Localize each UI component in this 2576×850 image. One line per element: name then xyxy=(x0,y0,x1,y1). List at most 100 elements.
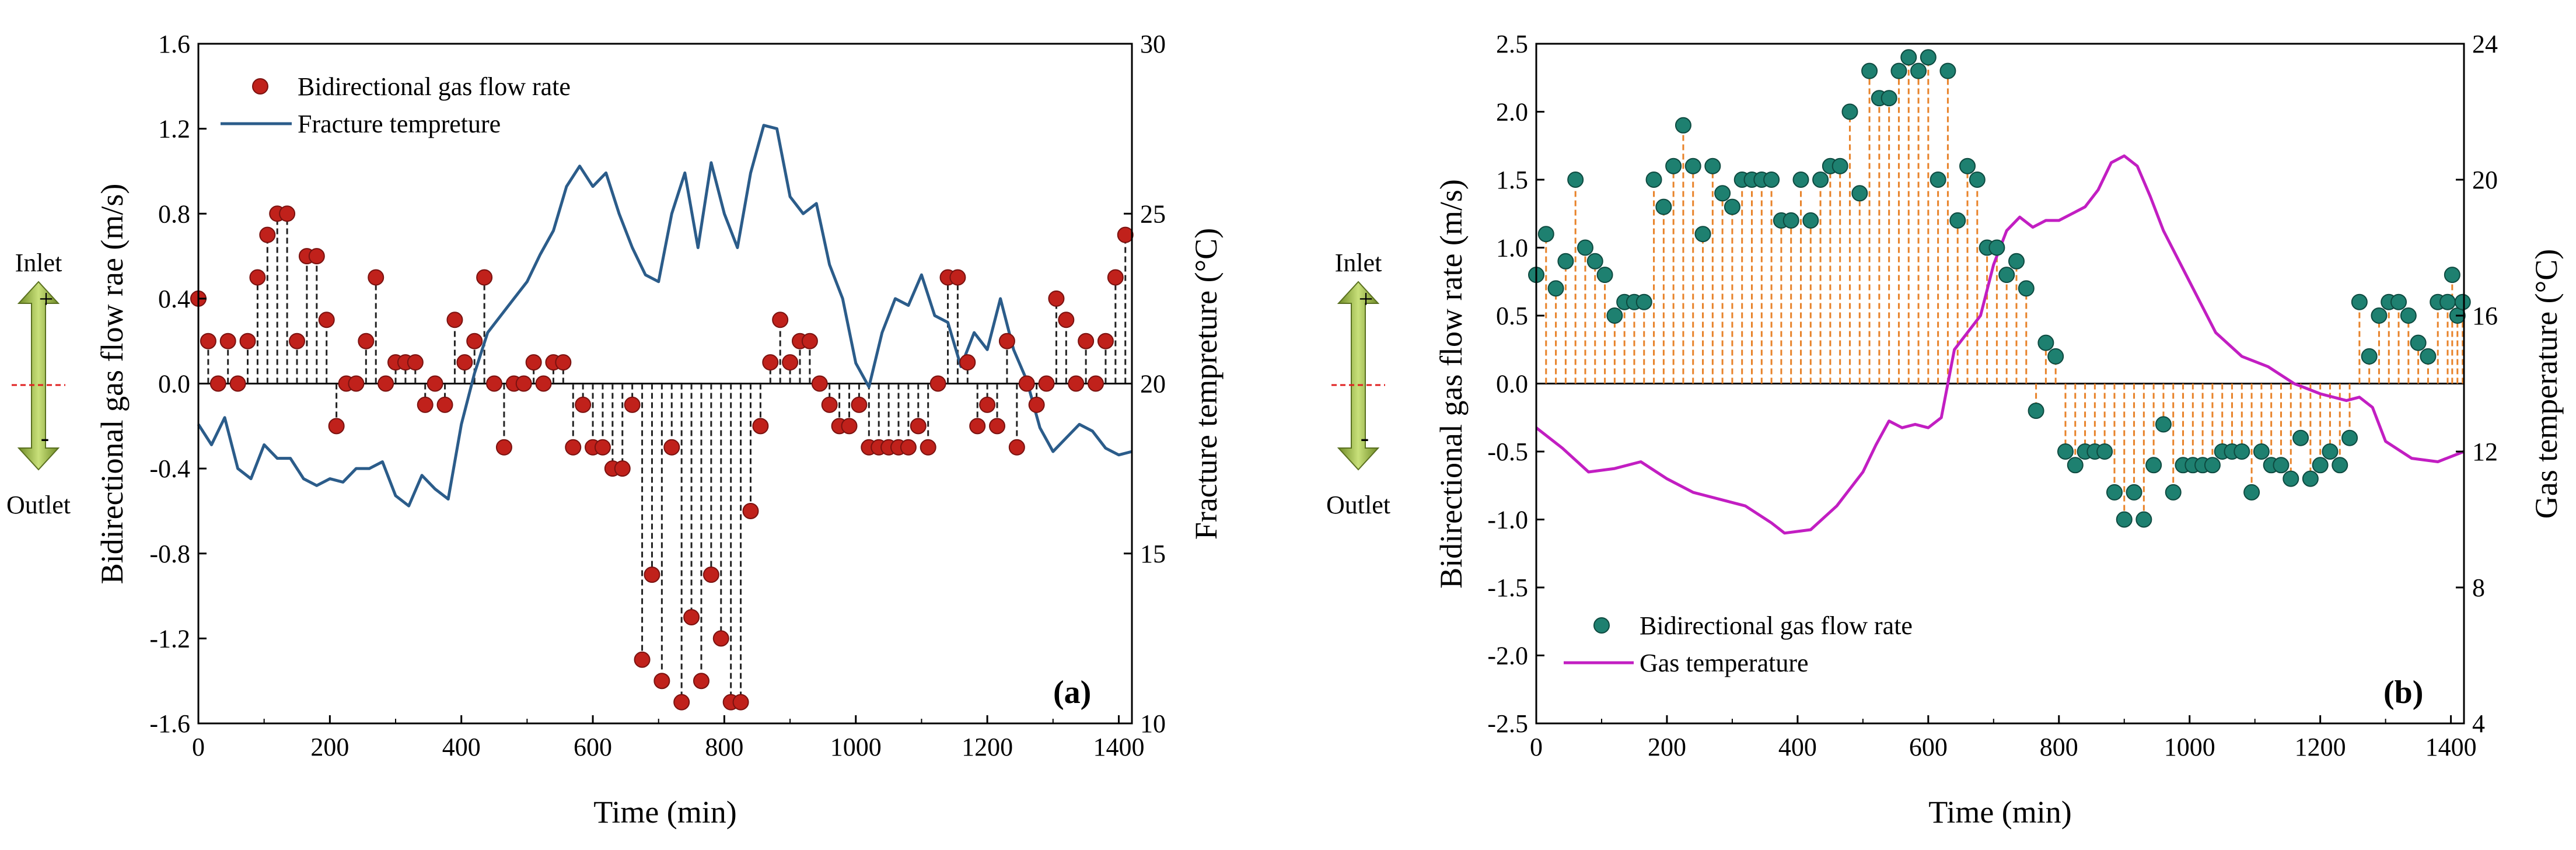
flow-rate-point xyxy=(2322,443,2339,460)
flow-rate-point xyxy=(1684,158,1701,174)
flow-rate-point xyxy=(1792,172,1809,188)
y-axis-title-b: Bidirectional gas flow rate (m/s) xyxy=(1434,179,1469,589)
plus-sign: + xyxy=(1359,285,1373,313)
flow-rate-point xyxy=(2439,293,2456,310)
flow-rate-point xyxy=(1841,103,1858,120)
flow-rate-point xyxy=(1714,185,1731,202)
legend-marker-flow-b xyxy=(1593,617,1610,634)
flow-rate-point xyxy=(1861,62,1878,79)
flow-rate-point xyxy=(1665,158,1682,174)
flow-rate-point xyxy=(1088,375,1105,392)
flow-rate-point xyxy=(209,375,226,392)
y-tick-label: 2.0 xyxy=(1496,98,1528,127)
flow-rate-point xyxy=(1068,375,1085,392)
inlet-label: Inlet xyxy=(15,249,62,277)
flow-rate-point xyxy=(1763,172,1780,188)
y-tick-label: 1.0 xyxy=(1496,234,1528,263)
y2-tick-label: 4 xyxy=(2472,709,2485,738)
x-tick-label: 400 xyxy=(442,733,481,761)
flow-rate-point xyxy=(279,205,296,222)
flow-rate-point xyxy=(200,333,216,349)
temperature-series-line xyxy=(1535,154,2465,535)
outlet-label: Outlet xyxy=(6,491,71,519)
y-tick-label: 2.5 xyxy=(1496,30,1528,58)
flow-rate-point xyxy=(2444,267,2460,284)
flow-rate-point xyxy=(1812,172,1829,188)
flow-rate-point xyxy=(1058,312,1075,328)
flow-rate-point xyxy=(1920,49,1937,66)
flow-rate-point xyxy=(1890,62,1907,79)
flow-rate-point xyxy=(2135,511,2152,528)
flow-rate-point xyxy=(2037,334,2054,351)
flow-rate-point xyxy=(1048,290,1065,307)
legend-a: Bidirectional gas flow rate Fracture tem… xyxy=(221,72,571,138)
flow-rate-point xyxy=(1782,212,1799,229)
flow-rate-point xyxy=(2047,348,2064,365)
x-tick-label: 0 xyxy=(1530,733,1543,761)
flow-rate-point xyxy=(239,333,256,349)
flow-rate-point xyxy=(1547,280,1564,297)
flow-rate-point xyxy=(920,439,936,456)
y-tick-label: 0.8 xyxy=(158,200,190,228)
flow-rate-point xyxy=(998,333,1015,349)
flow-rate-point xyxy=(2253,443,2270,460)
flow-rate-point xyxy=(1694,226,1711,243)
panel-b-chart: Inlet + - Outlet 0 200 400 600 800 1000 1200 14… xyxy=(1326,30,2564,830)
flow-rate-point xyxy=(949,269,966,286)
panel-label-a: (a) xyxy=(1053,674,1091,711)
flow-rate-point xyxy=(328,418,345,435)
flow-rate-point xyxy=(2018,280,2035,297)
flow-rate-point xyxy=(219,333,236,349)
flow-rate-point xyxy=(358,333,375,349)
bidirectional-arrow-icon xyxy=(1337,281,1380,471)
y2-tick-label: 25 xyxy=(1140,200,1166,228)
flow-rate-point xyxy=(614,460,631,477)
flow-rate-point xyxy=(2155,416,2172,433)
flow-rate-point xyxy=(2057,443,2074,460)
flow-rate-point xyxy=(2273,457,2290,474)
flow-rate-point xyxy=(318,312,335,328)
x-tick-label: 1000 xyxy=(2164,733,2215,761)
flow-rate-point xyxy=(1704,158,1721,174)
flow-rate-point xyxy=(1097,333,1114,349)
flow-rate-point xyxy=(1949,212,1966,229)
flow-rate-point xyxy=(1831,158,1848,174)
y-tick-label: -2.0 xyxy=(1487,642,1528,670)
flow-rate-point xyxy=(989,418,1006,435)
y-tick-label: -2.5 xyxy=(1487,709,1528,738)
y2-axis-title-b: Gas temperature (°C) xyxy=(2529,249,2564,519)
flow-rate-point xyxy=(1939,62,1956,79)
flow-rate-point xyxy=(2165,484,2182,501)
y-tick-label: -1.6 xyxy=(149,709,190,738)
flow-rate-point xyxy=(1655,198,1672,215)
flow-rate-point xyxy=(2410,334,2427,351)
flow-rate-point xyxy=(495,439,512,456)
flow-rate-point xyxy=(2390,293,2407,310)
flow-rate-point xyxy=(900,439,917,456)
legend-label-temp-a: Fracture tempreture xyxy=(298,110,501,138)
y2-tick-label: 10 xyxy=(1140,709,1166,738)
flow-rate-point xyxy=(2400,307,2417,324)
flow-rate-point xyxy=(1586,253,1603,270)
flow-rate-point xyxy=(762,354,779,371)
flow-rate-point xyxy=(732,694,749,711)
flow-rate-point xyxy=(1851,185,1868,202)
y2-tick-label: 12 xyxy=(2472,438,2498,466)
flow-rate-point xyxy=(1910,62,1927,79)
flow-rate-point xyxy=(2292,429,2309,446)
x-axis-title-b: Time (min) xyxy=(1928,795,2072,830)
x-tick-label: 400 xyxy=(1778,733,1817,761)
flow-rate-point xyxy=(2243,484,2260,501)
flow-rate-point xyxy=(2126,484,2142,501)
plot-area-b: 0 200 400 600 800 1000 1200 1400 -2.5 -2.0 -1.5 -1.… xyxy=(1487,30,2498,761)
y-tick-label: -1.5 xyxy=(1487,573,1528,602)
y-axis-title-a: Bidirectional gas flow rae (m/s) xyxy=(95,184,130,585)
flow-rate-point xyxy=(2028,403,2044,419)
flow-rate-point xyxy=(2283,470,2299,487)
bidirectional-arrow-icon xyxy=(17,281,60,471)
flow-rate-point xyxy=(1998,267,2015,284)
flow-rate-point xyxy=(910,418,927,435)
flow-rate-point xyxy=(2302,470,2319,487)
y-tick-label: -0.8 xyxy=(149,540,190,568)
flow-rate-point xyxy=(841,418,858,435)
